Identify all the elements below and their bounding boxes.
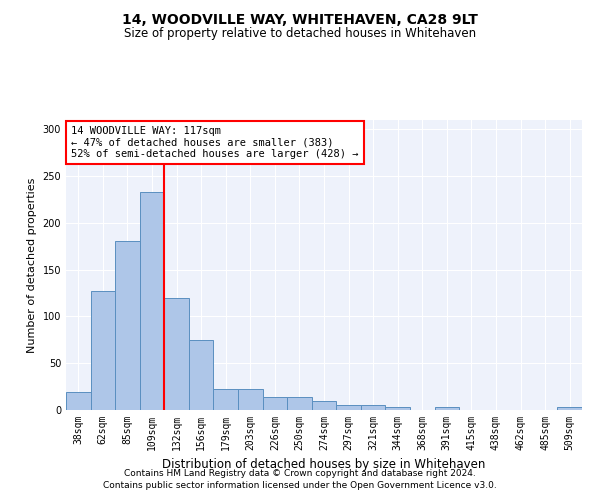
Bar: [238, 390, 263, 410]
Bar: [66, 392, 91, 410]
Y-axis label: Number of detached properties: Number of detached properties: [27, 178, 37, 352]
Bar: [361, 406, 385, 410]
Bar: [189, 340, 214, 410]
Bar: [140, 192, 164, 410]
Bar: [91, 291, 115, 410]
Text: Contains HM Land Registry data © Crown copyright and database right 2024.: Contains HM Land Registry data © Crown c…: [124, 468, 476, 477]
Bar: [263, 397, 287, 410]
Bar: [434, 407, 459, 410]
Bar: [336, 406, 361, 410]
Bar: [385, 407, 410, 410]
Bar: [557, 407, 582, 410]
Bar: [164, 298, 189, 410]
X-axis label: Distribution of detached houses by size in Whitehaven: Distribution of detached houses by size …: [163, 458, 485, 471]
Bar: [287, 397, 312, 410]
Bar: [312, 400, 336, 410]
Text: Size of property relative to detached houses in Whitehaven: Size of property relative to detached ho…: [124, 28, 476, 40]
Text: Contains public sector information licensed under the Open Government Licence v3: Contains public sector information licen…: [103, 481, 497, 490]
Bar: [115, 240, 140, 410]
Text: 14 WOODVILLE WAY: 117sqm
← 47% of detached houses are smaller (383)
52% of semi-: 14 WOODVILLE WAY: 117sqm ← 47% of detach…: [71, 126, 359, 159]
Text: 14, WOODVILLE WAY, WHITEHAVEN, CA28 9LT: 14, WOODVILLE WAY, WHITEHAVEN, CA28 9LT: [122, 12, 478, 26]
Bar: [214, 390, 238, 410]
